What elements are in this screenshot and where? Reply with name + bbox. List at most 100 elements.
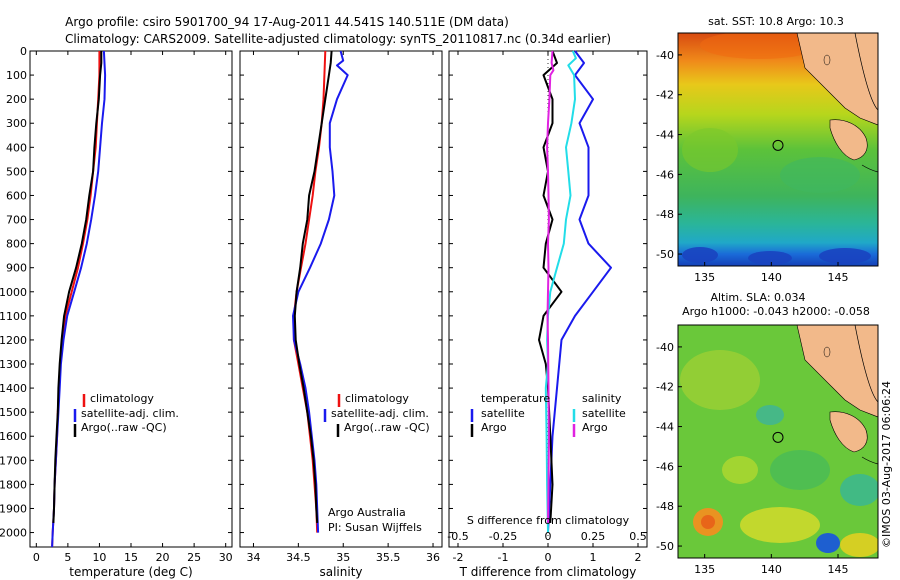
legend-climatology-label: climatology bbox=[345, 392, 409, 405]
temperature-xlabel: temperature (deg C) bbox=[69, 565, 192, 579]
y-tick-label: 1100 bbox=[0, 310, 27, 323]
salinity-legend: climatology satellite-adj. clim. Argo(..… bbox=[323, 392, 430, 437]
y-tick-label: 700 bbox=[6, 214, 27, 227]
map-y-tick-label: -50 bbox=[656, 248, 674, 261]
map-x-tick-label: 140 bbox=[761, 563, 782, 576]
y-tick-label: 400 bbox=[6, 141, 27, 154]
legend-temp-argo-label: Argo bbox=[481, 421, 507, 434]
sla-map-field bbox=[678, 325, 878, 558]
x-tick-label: 34 bbox=[246, 551, 260, 564]
sst-map-coastline bbox=[796, 33, 878, 126]
series-line bbox=[547, 50, 612, 533]
top-tick-label: 0 bbox=[545, 530, 552, 543]
annotation-argo-australia: Argo Australia bbox=[328, 506, 406, 519]
map-y-tick-label: -46 bbox=[656, 168, 674, 181]
series-line bbox=[292, 50, 349, 533]
sst-map-field bbox=[678, 33, 878, 266]
map-y-tick-label: -46 bbox=[656, 460, 674, 473]
y-tick-label: 300 bbox=[6, 117, 27, 130]
y-tick-label: 100 bbox=[6, 69, 27, 82]
legend-climatology-label: climatology bbox=[90, 392, 154, 405]
copyright-timestamp: ©IMOS 03-Aug-2017 06:06:24 bbox=[880, 381, 893, 548]
map-x-tick-label: 135 bbox=[694, 271, 715, 284]
sst-map-title: sat. SST: 10.8 Argo: 10.3 bbox=[708, 15, 844, 28]
map-x-tick-label: 145 bbox=[828, 563, 849, 576]
difference-top-ticks: -0.5 -0.25 0 0.25 0.5 bbox=[447, 530, 646, 543]
temperature-lines bbox=[51, 50, 107, 548]
annotation-pi: PI: Susan Wijffels bbox=[328, 521, 422, 534]
header-line-1: Argo profile: csiro 5901700_94 17-Aug-20… bbox=[65, 15, 509, 29]
map-y-tick-label: -48 bbox=[656, 500, 674, 513]
legend-salinity-heading: salinity bbox=[582, 392, 622, 405]
difference-legend: temperature satellite Argo salinity sate… bbox=[470, 392, 626, 437]
temperature-panel: 0 5 10 15 20 25 300100200300400500600700800900… bbox=[0, 45, 233, 579]
map-y-tick-label: -50 bbox=[656, 540, 674, 553]
sla-map-title-line-2: Argo h1000: -0.043 h2000: -0.058 bbox=[682, 305, 870, 318]
series-line bbox=[546, 50, 555, 523]
sla-map-tasmania bbox=[829, 411, 868, 453]
x-tick-label: 34.5 bbox=[286, 551, 311, 564]
sst-map-tasmania bbox=[829, 119, 868, 161]
sla-map-float-marker bbox=[772, 431, 784, 443]
sst-map-panel: sat. SST: 10.8 Argo: 10.3 bbox=[656, 15, 879, 284]
y-tick-label: 1900 bbox=[0, 502, 27, 515]
salinity-ticks: 34 34.5 35 35.5 36 bbox=[240, 50, 442, 564]
x-tick-label: 5 bbox=[64, 551, 71, 564]
series-line bbox=[544, 50, 577, 533]
x-tick-label: 20 bbox=[156, 551, 170, 564]
series-line bbox=[293, 50, 333, 523]
y-tick-label: 900 bbox=[6, 262, 27, 275]
sla-map-title-line-1: Altim. SLA: 0.034 bbox=[710, 291, 805, 304]
map-y-tick-label: -44 bbox=[656, 129, 674, 142]
legend-temperature-heading: temperature bbox=[481, 392, 550, 405]
series-line bbox=[52, 51, 103, 523]
series-line bbox=[538, 50, 563, 523]
legend-temp-satellite-label: satellite bbox=[481, 407, 525, 420]
y-tick-label: 0 bbox=[20, 45, 27, 58]
y-tick-label: 500 bbox=[6, 165, 27, 178]
legend-satellite-label: satellite-adj. clim. bbox=[331, 407, 429, 420]
top-tick-label: 0.25 bbox=[581, 530, 606, 543]
top-tick-label: -0.5 bbox=[447, 530, 468, 543]
salinity-plot-frame bbox=[239, 50, 443, 548]
temperature-ticks: 0 5 10 15 20 25 300100200300400500600700800900… bbox=[0, 45, 233, 564]
map-y-tick-label: -44 bbox=[656, 421, 674, 434]
sst-map-isobath bbox=[854, 33, 878, 111]
legend-argo-label: Argo(..raw -QC) bbox=[81, 421, 167, 434]
x-tick-label: 0 bbox=[33, 551, 40, 564]
difference-top-xlabel: S difference from climatology bbox=[467, 514, 630, 527]
map-x-tick-label: 135 bbox=[694, 563, 715, 576]
legend-satellite-label: satellite-adj. clim. bbox=[81, 407, 179, 420]
x-tick-label: 35 bbox=[336, 551, 350, 564]
x-tick-label: 1 bbox=[590, 551, 597, 564]
y-tick-label: 800 bbox=[6, 238, 27, 251]
y-tick-label: 1700 bbox=[0, 454, 27, 467]
y-tick-label: 1300 bbox=[0, 358, 27, 371]
sla-map-coastline bbox=[796, 325, 878, 418]
sst-map-ticks: 135 140 145 -40 -42 -44 -46 -48 -50 bbox=[656, 49, 848, 284]
x-tick-label: 36 bbox=[426, 551, 440, 564]
map-y-tick-label: -42 bbox=[656, 381, 674, 394]
header-line-2: Climatology: CARS2009. Satellite-adjuste… bbox=[65, 32, 611, 46]
map-y-tick-label: -40 bbox=[656, 341, 674, 354]
x-tick-label: 2 bbox=[635, 551, 642, 564]
series-line bbox=[51, 51, 101, 548]
sla-map-isobath bbox=[854, 325, 878, 403]
temperature-plot-frame bbox=[29, 50, 233, 548]
y-tick-label: 2000 bbox=[0, 527, 27, 540]
y-tick-label: 600 bbox=[6, 189, 27, 202]
difference-ticks: -2 -1 0 1 2 bbox=[449, 50, 647, 564]
x-tick-label: 0 bbox=[545, 551, 552, 564]
difference-panel: -2 -1 0 1 2 temperature satellite Argo salin… bbox=[447, 50, 648, 579]
y-tick-label: 1200 bbox=[0, 334, 27, 347]
map-y-tick-label: -40 bbox=[656, 49, 674, 62]
sla-map-frame bbox=[677, 324, 879, 559]
x-tick-label: 25 bbox=[187, 551, 201, 564]
salinity-panel: 34 34.5 35 35.5 36 climatology satellite-adj… bbox=[239, 50, 443, 579]
map-y-tick-label: -48 bbox=[656, 208, 674, 221]
legend-sal-satellite-label: satellite bbox=[582, 407, 626, 420]
y-tick-label: 200 bbox=[6, 93, 27, 106]
y-tick-label: 1400 bbox=[0, 382, 27, 395]
map-x-tick-label: 145 bbox=[828, 271, 849, 284]
